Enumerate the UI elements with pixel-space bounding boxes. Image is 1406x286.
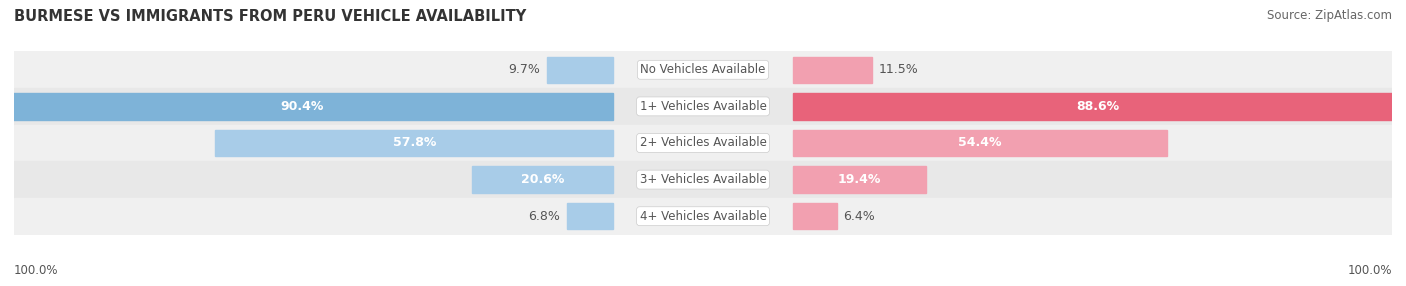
Text: 1+ Vehicles Available: 1+ Vehicles Available (640, 100, 766, 113)
Bar (14, 198, 1392, 235)
Bar (567, 203, 613, 229)
Text: Source: ZipAtlas.com: Source: ZipAtlas.com (1267, 9, 1392, 21)
Bar (793, 93, 1403, 120)
Text: 2+ Vehicles Available: 2+ Vehicles Available (640, 136, 766, 150)
Bar (793, 57, 872, 83)
Text: 20.6%: 20.6% (520, 173, 564, 186)
Bar (14, 161, 1392, 198)
Text: No Vehicles Available: No Vehicles Available (640, 63, 766, 76)
Text: 90.4%: 90.4% (280, 100, 323, 113)
Text: 6.4%: 6.4% (844, 210, 876, 223)
Bar (14, 88, 1392, 125)
Text: 88.6%: 88.6% (1076, 100, 1119, 113)
Bar (793, 130, 1167, 156)
Text: 57.8%: 57.8% (392, 136, 436, 150)
Text: 6.8%: 6.8% (527, 210, 560, 223)
Bar (215, 130, 613, 156)
Text: 4+ Vehicles Available: 4+ Vehicles Available (640, 210, 766, 223)
Bar (547, 57, 613, 83)
Text: 54.4%: 54.4% (959, 136, 1001, 150)
Bar (14, 125, 1392, 161)
Text: 100.0%: 100.0% (14, 265, 59, 277)
Text: 9.7%: 9.7% (508, 63, 540, 76)
Text: 19.4%: 19.4% (838, 173, 882, 186)
Bar (793, 166, 927, 193)
Bar (14, 51, 1392, 88)
Bar (793, 203, 837, 229)
Bar (0, 93, 613, 120)
Text: BURMESE VS IMMIGRANTS FROM PERU VEHICLE AVAILABILITY: BURMESE VS IMMIGRANTS FROM PERU VEHICLE … (14, 9, 526, 23)
Bar (471, 166, 613, 193)
Text: 11.5%: 11.5% (879, 63, 918, 76)
Text: 3+ Vehicles Available: 3+ Vehicles Available (640, 173, 766, 186)
Text: 100.0%: 100.0% (1347, 265, 1392, 277)
